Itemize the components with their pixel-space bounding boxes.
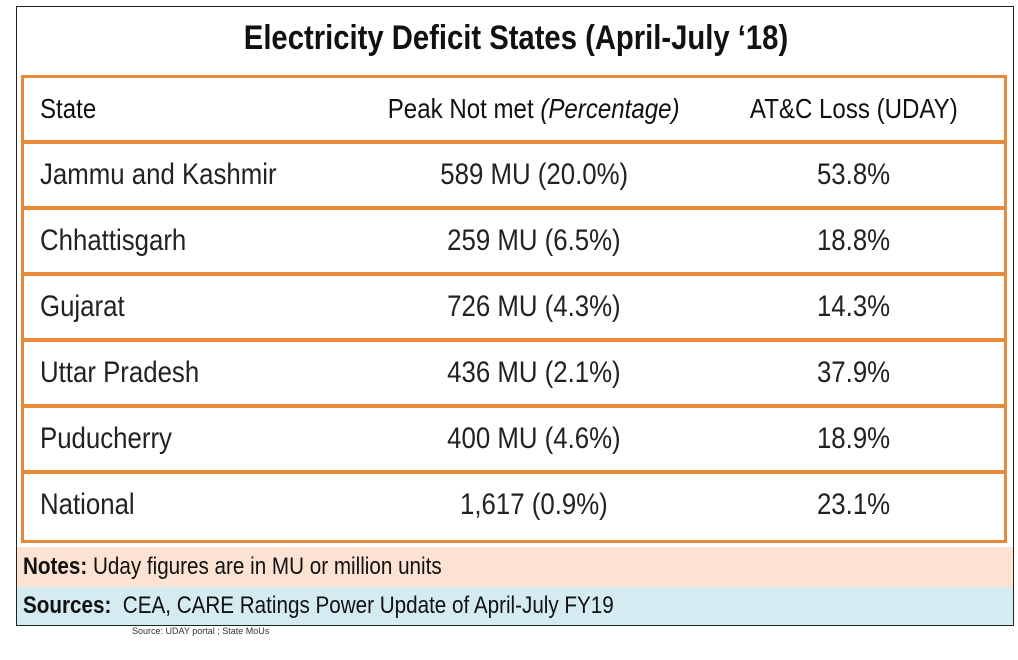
sources-bar: Sources: CEA, CARE Ratings Power Update … [17, 587, 1013, 625]
header-atc: AT&C Loss (UDAY) [750, 93, 958, 124]
table-row: Jammu and Kashmir 589 MU (20.0%) 53.8% [24, 144, 1004, 210]
atc-cell: 53.8% [817, 158, 891, 191]
peak-cell: 1,617 (0.9%) [460, 488, 608, 521]
atc-cell: 14.3% [817, 290, 891, 323]
notes-bar: Notes: Uday figures are in MU or million… [17, 547, 1013, 587]
table-row: Uttar Pradesh 436 MU (2.1%) 37.9% [24, 342, 1004, 408]
state-cell: Uttar Pradesh [40, 356, 200, 389]
state-cell: Jammu and Kashmir [40, 158, 277, 191]
state-cell: Gujarat [40, 290, 125, 323]
sources-text: CEA, CARE Ratings Power Update of April-… [111, 592, 614, 619]
table-row: Gujarat 726 MU (4.3%) 14.3% [24, 276, 1004, 342]
table-slide: Electricity Deficit States (April-July ‘… [16, 6, 1014, 626]
notes-label: Notes: [23, 553, 88, 580]
table-row: Puducherry 400 MU (4.6%) 18.9% [24, 408, 1004, 474]
atc-cell: 23.1% [817, 488, 891, 521]
state-cell: Puducherry [40, 422, 172, 455]
atc-cell: 18.9% [817, 422, 891, 455]
deficit-table: State Peak Not met (Percentage) AT&C Los… [21, 75, 1007, 543]
header-peak-unit: (Percentage) [540, 93, 680, 124]
notes-text: Uday figures are in MU or million units [87, 553, 442, 580]
table-header-row: State Peak Not met (Percentage) AT&C Los… [24, 78, 1004, 144]
sources-label: Sources: [23, 592, 112, 619]
atc-cell: 37.9% [817, 356, 891, 389]
peak-cell: 400 MU (4.6%) [447, 422, 621, 455]
peak-cell: 589 MU (20.0%) [440, 158, 628, 191]
table-row: National 1,617 (0.9%) 23.1% [24, 474, 1004, 540]
header-state: State [40, 93, 97, 124]
underlying-source-text: Source: UDAY portal ; State MoUs [132, 626, 270, 636]
peak-cell: 259 MU (6.5%) [447, 224, 621, 257]
header-peak: Peak Not met (Percentage) [388, 93, 680, 124]
state-cell: Chhattisgarh [40, 224, 187, 257]
peak-cell: 436 MU (2.1%) [447, 356, 621, 389]
peak-cell: 726 MU (4.3%) [447, 290, 621, 323]
atc-cell: 18.8% [817, 224, 891, 257]
state-cell: National [40, 488, 135, 521]
table-row: Chhattisgarh 259 MU (6.5%) 18.8% [24, 210, 1004, 276]
table-title: Electricity Deficit States (April-July ‘… [243, 19, 789, 57]
